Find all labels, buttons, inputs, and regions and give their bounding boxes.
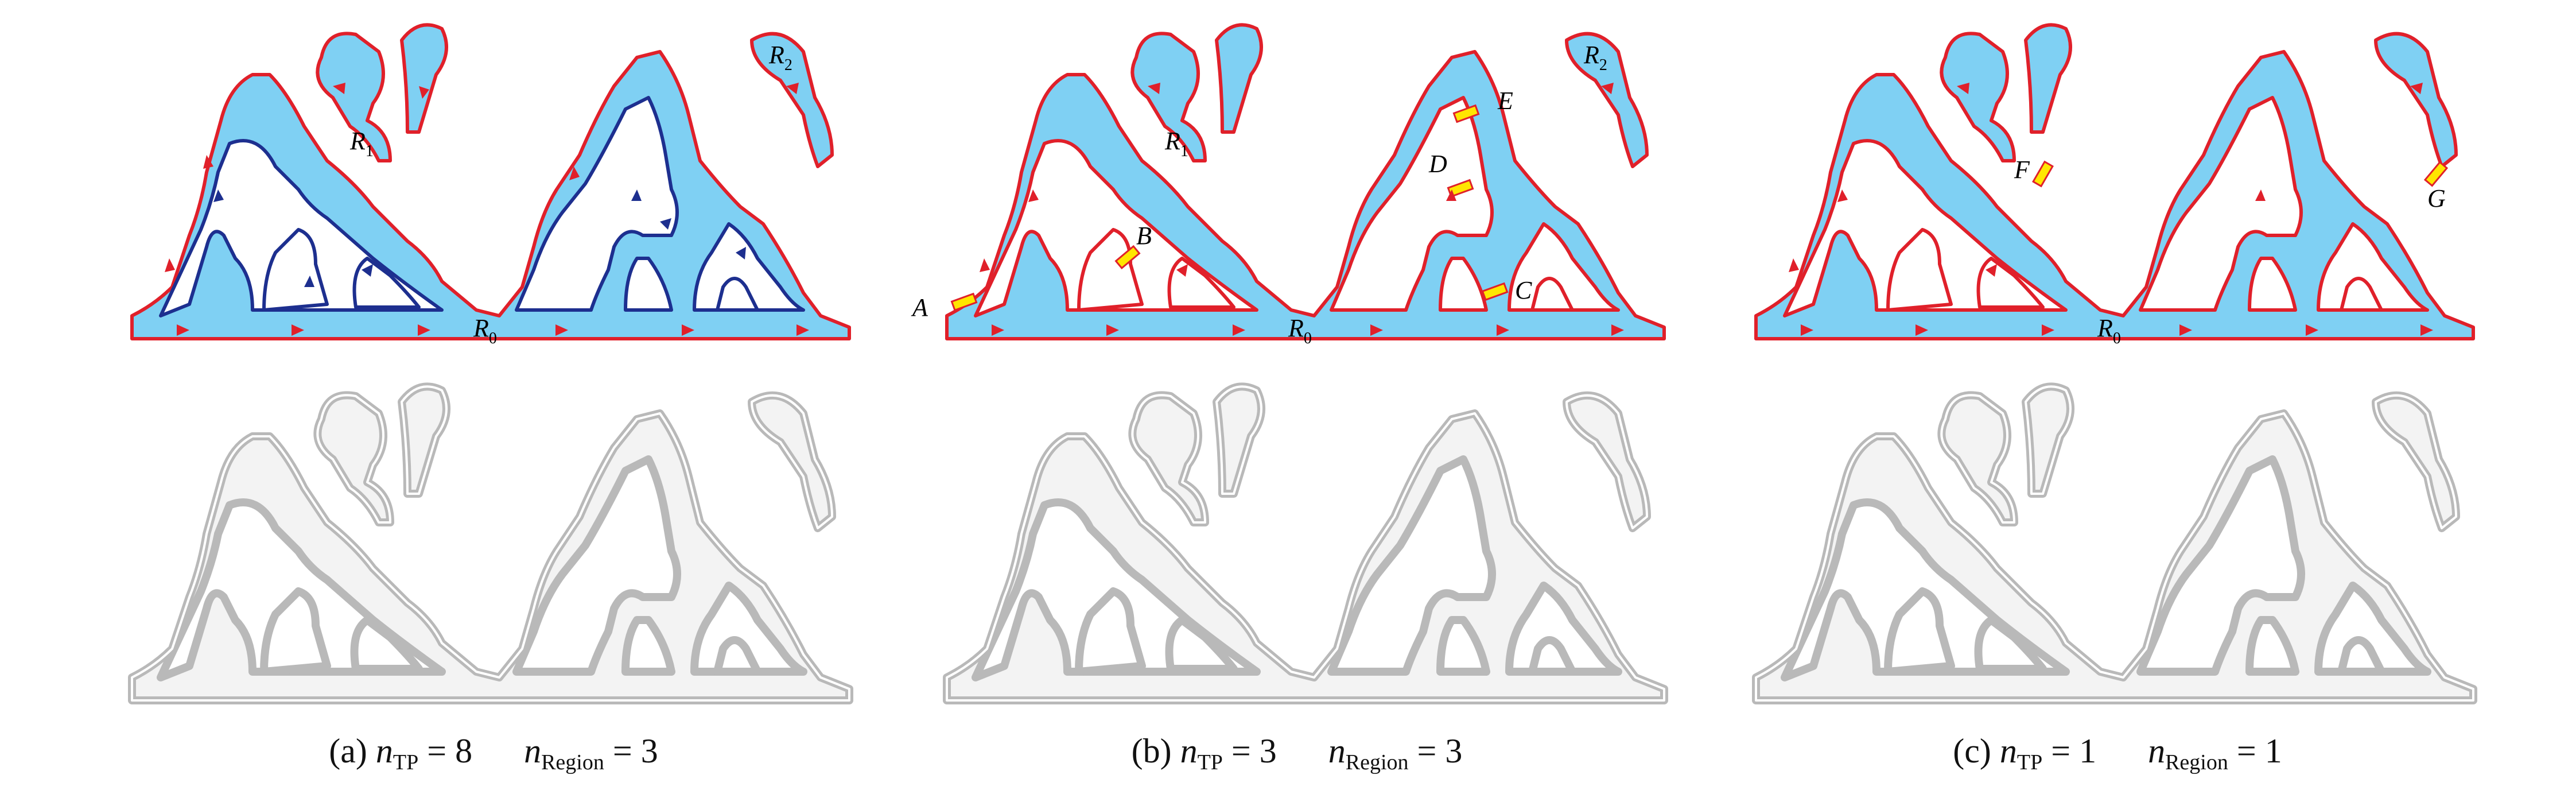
panel-a-label-r0: R0 bbox=[473, 314, 497, 347]
panel-a-path-plan: R0 R1 R2 bbox=[132, 25, 849, 347]
panel-a-caption: (a) nTP = 8 nRegion = 3 bbox=[329, 732, 658, 774]
panel-b-label-b: B bbox=[1136, 222, 1152, 250]
panel-b-label-r2: R2 bbox=[1583, 41, 1607, 74]
panel-c-arrows bbox=[1789, 83, 2433, 336]
panel-a-arrows bbox=[165, 83, 809, 336]
panel-c-path-plan: F G R0 bbox=[1756, 25, 2473, 347]
panel-a-label-r2: R2 bbox=[768, 41, 792, 74]
panel-b-path-plan: A B C D E R0 R1 R2 bbox=[911, 25, 1664, 347]
panel-c-rendered-print bbox=[1756, 386, 2473, 700]
panel-b-label-a: A bbox=[911, 293, 928, 321]
panel-b-label-d: D bbox=[1428, 150, 1447, 178]
panel-b-label-c: C bbox=[1515, 276, 1532, 304]
panel-a-rendered-print bbox=[132, 386, 849, 700]
panel-b-label-e: E bbox=[1497, 87, 1513, 115]
panel-b-bridges bbox=[950, 104, 1509, 312]
panel-b-label-r0: R0 bbox=[1288, 314, 1312, 347]
panel-c-label-f: F bbox=[2014, 156, 2030, 184]
panel-c-label-r0: R0 bbox=[2097, 314, 2121, 347]
panel-c-label-g: G bbox=[2427, 184, 2446, 212]
panel-c-caption: (c) nTP = 1 nRegion = 1 bbox=[1953, 732, 2282, 774]
panel-c-bridges bbox=[2032, 160, 2449, 188]
panel-b-rendered-print bbox=[947, 386, 1664, 700]
panel-b-label-r1: R1 bbox=[1164, 127, 1188, 160]
panel-b-arrows bbox=[980, 83, 1624, 336]
panel-b-caption: (b) nTP = 3 nRegion = 3 bbox=[1131, 732, 1463, 774]
panel-a-label-r1: R1 bbox=[349, 127, 374, 160]
panel-a-inner-arrows bbox=[213, 189, 746, 287]
